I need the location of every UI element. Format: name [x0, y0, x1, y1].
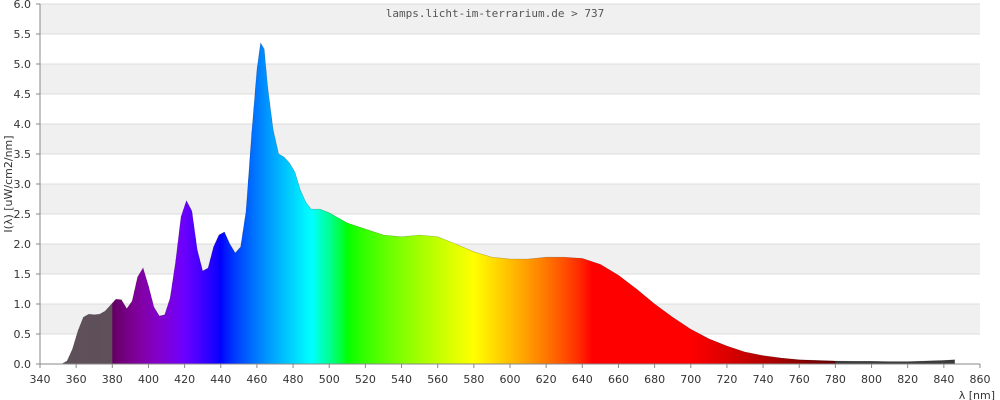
x-tick-label: 740 [753, 373, 774, 386]
spectrum-strip [303, 43, 307, 364]
spectrum-strip [247, 43, 251, 364]
y-tick-labels: 0.0 0.5 1.0 1.5 2.0 2.5 3.0 3.5 4.0 4.5 5.0 5.5 6.0 [14, 0, 40, 371]
spectrum-strip [284, 43, 287, 364]
y-tick-label: 1.0 [14, 298, 32, 311]
x-tick-label: 660 [608, 373, 629, 386]
spectrum-strip [255, 43, 258, 364]
y-tick-label: 0.0 [14, 358, 32, 371]
spectrum-strip [260, 43, 263, 364]
y-tick-label: 1.5 [14, 268, 32, 281]
x-tick-label: 680 [644, 373, 665, 386]
x-tick-label: 460 [246, 373, 267, 386]
chart-title: lamps.licht-im-terrarium.de > 737 [386, 7, 605, 20]
x-tick-label: 580 [463, 373, 484, 386]
spectrum-strip [275, 43, 278, 364]
spectrum-strip [300, 43, 303, 364]
x-tick-label: 840 [933, 373, 954, 386]
spectrum-strip [186, 43, 189, 364]
x-tick-label: 860 [970, 373, 991, 386]
x-tick-label: 760 [789, 373, 810, 386]
spectrum-strip [262, 43, 265, 364]
x-tick-labels: 340 360 380 400 420 440 460 480 500 520 540 560 580 6… [30, 364, 991, 386]
spectrum-strip [280, 43, 283, 364]
y-axis-label: I(λ) [uW/cm2/nm] [2, 135, 15, 232]
spectrum-strip [302, 43, 305, 364]
spectrum-strip [265, 43, 269, 364]
x-tick-label: 560 [427, 373, 448, 386]
spectrum-strip [282, 43, 285, 364]
spectrum-strip [287, 43, 291, 364]
spectrum-strip [258, 43, 262, 364]
spectrum-strip [285, 43, 289, 364]
spectrum-strip [276, 43, 280, 364]
x-tick-label: 540 [391, 373, 412, 386]
spectrum-strip [249, 43, 253, 364]
x-tick-label: 820 [897, 373, 918, 386]
x-tick-label: 420 [174, 373, 195, 386]
grid-band [40, 124, 980, 154]
x-tick-label: 440 [210, 373, 231, 386]
x-tick-label: 400 [138, 373, 159, 386]
spectrum-strip [291, 43, 294, 364]
y-tick-label: 2.5 [14, 208, 32, 221]
x-tick-label: 340 [30, 373, 51, 386]
spectrum-strip [296, 43, 300, 364]
grid-band [40, 64, 980, 94]
x-tick-label: 500 [319, 373, 340, 386]
spectrum-strip [251, 43, 254, 364]
y-tick-label: 5.5 [14, 28, 32, 41]
spectrum-strip [278, 43, 282, 364]
spectrum-strip [298, 43, 301, 364]
x-tick-label: 520 [355, 373, 376, 386]
y-tick-label: 0.5 [14, 328, 32, 341]
y-tick-label: 5.0 [14, 58, 32, 71]
grid-bands [40, 3, 980, 365]
grid-band [40, 214, 980, 244]
spectrum-strip [269, 43, 272, 364]
x-tick-label: 720 [716, 373, 737, 386]
x-tick-label: 620 [536, 373, 557, 386]
grid-band [40, 154, 980, 184]
x-tick-label: 380 [102, 373, 123, 386]
spectrum-strip [293, 43, 296, 364]
grid-band [40, 184, 980, 214]
y-tick-label: 2.0 [14, 238, 32, 251]
x-tick-label: 600 [500, 373, 521, 386]
grid-band [40, 34, 980, 64]
grid-band [40, 94, 980, 124]
spectrum-outline [61, 42, 955, 365]
spectrum-strip [294, 43, 298, 364]
spectrum-strip [267, 43, 271, 364]
x-tick-label: 800 [861, 373, 882, 386]
spectrum-strip [184, 43, 188, 364]
grid-band [40, 4, 980, 34]
y-tick-label: 4.0 [14, 118, 32, 131]
x-tick-label: 360 [66, 373, 87, 386]
spectrum-strip [289, 43, 292, 364]
x-tick-label: 480 [283, 373, 304, 386]
y-tick-label: 3.5 [14, 148, 32, 161]
spectrum-strip [264, 43, 267, 364]
y-tick-label: 6.0 [14, 0, 32, 11]
x-axis-label: λ [nm] [959, 389, 995, 400]
spectrum-strip [256, 43, 260, 364]
x-tick-label: 640 [572, 373, 593, 386]
y-tick-label: 4.5 [14, 88, 32, 101]
x-tick-label: 780 [825, 373, 846, 386]
spectrum-strip [273, 43, 276, 364]
y-tick-label: 3.0 [14, 178, 32, 191]
spectrum-strip [253, 43, 256, 364]
spectrum-strip [246, 43, 249, 364]
spectrum-strip [271, 43, 274, 364]
x-tick-label: 700 [680, 373, 701, 386]
